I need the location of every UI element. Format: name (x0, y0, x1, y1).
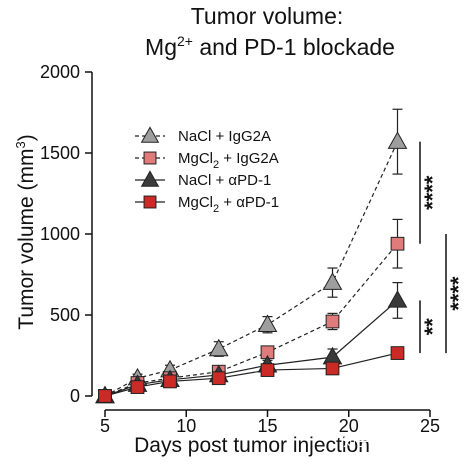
data-point-series-2 (390, 236, 405, 251)
data-point-series-4 (260, 363, 275, 377)
y-tick-label: 0 (70, 386, 80, 406)
data-point-series-4 (325, 361, 340, 376)
chart-title-line1: Tumor volume: (191, 3, 344, 29)
data-point-series-4 (130, 380, 145, 394)
legend-marker-4 (143, 195, 157, 209)
x-tick-label: 20 (339, 416, 359, 436)
data-point-series-4 (163, 374, 177, 389)
y-tick-label: 500 (50, 305, 80, 325)
y-tick-label: 1000 (40, 224, 80, 244)
data-point-series-4 (98, 389, 112, 403)
x-tick-label: 15 (257, 416, 277, 436)
significance-label-2: **** (446, 276, 471, 311)
axes: 0 500 1000 1500 2000 5 10 15 20 25 (40, 62, 440, 436)
x-tick-label: 10 (176, 416, 196, 436)
legend-label-3: NaCl + αPD-1 (178, 172, 271, 189)
legend-marker-1 (140, 126, 160, 143)
watermark: 知乎 @肿瘤指南者 (343, 434, 451, 449)
data-point-series-4 (390, 346, 405, 360)
data-point-series-2 (325, 314, 340, 329)
data-point-series-4 (211, 371, 226, 386)
legend-marker-2 (143, 151, 157, 165)
series-line-3 (104, 299, 398, 397)
data-point-series-1 (322, 272, 343, 290)
data-point-series-1 (387, 131, 408, 149)
x-tick-label: 25 (420, 416, 440, 436)
chart-title-line2: Mg2+ and PD-1 blockade (145, 33, 395, 60)
significance-label-3: ** (420, 318, 445, 336)
y-tick-label: 1500 (40, 143, 80, 163)
plot-area (95, 108, 408, 404)
y-axis-label: Tumor volume (mm3) (13, 134, 38, 329)
series-line-4 (104, 352, 398, 397)
y-tick-label: 2000 (40, 62, 80, 82)
x-tick-label: 5 (100, 416, 110, 436)
x-axis-label: Days post tumor injection (134, 434, 370, 457)
data-point-series-1 (208, 338, 229, 357)
significance-label-1: **** (420, 175, 445, 210)
data-point-series-3 (387, 290, 408, 308)
significance-brackets: ********** (419, 141, 471, 354)
legend-marker-3 (140, 170, 160, 187)
data-point-series-1 (257, 314, 278, 332)
legend-label-4: MgCl2 + αPD-1 (178, 194, 279, 215)
legend-label-1: NaCl + IgG2A (178, 128, 271, 145)
legend-label-2: MgCl2 + IgG2A (178, 150, 279, 171)
data-point-series-3 (322, 346, 343, 365)
